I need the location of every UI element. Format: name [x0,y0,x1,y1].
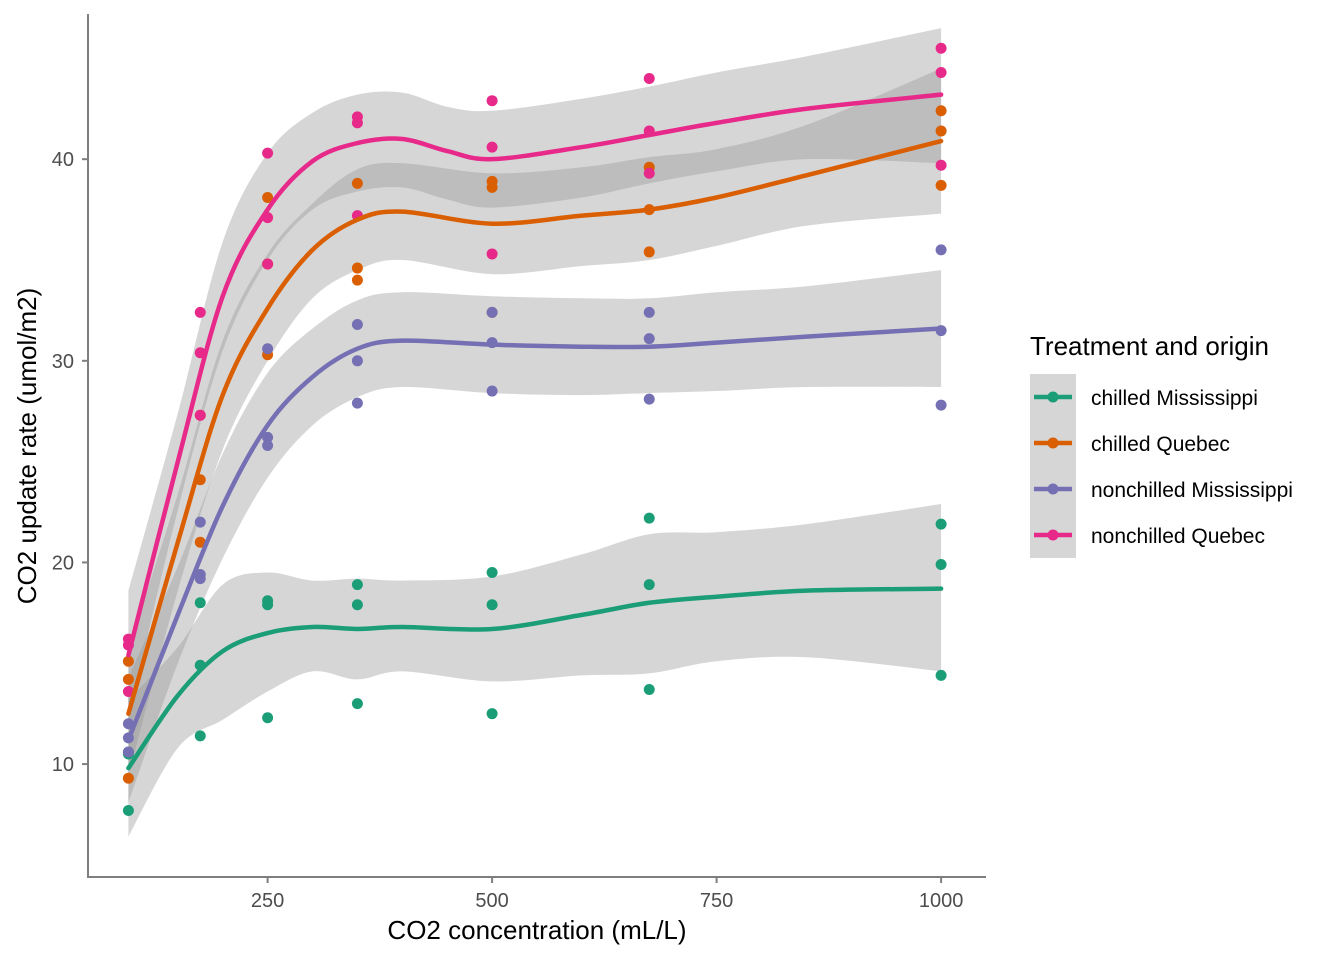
data-point-nonchilled-quebec [194,306,206,318]
data-point-nonchilled-mississippi [351,319,363,331]
smooth-lines [126,92,944,771]
data-point-chilled-quebec [643,246,655,258]
data-point-chilled-mississippi [935,669,947,681]
data-point-chilled-mississippi [486,599,498,611]
data-points [122,42,947,816]
legend-item-nonchilled-quebec: nonchilled Quebec [1030,512,1265,558]
data-point-nonchilled-quebec [122,686,134,697]
data-point-nonchilled-mississippi [122,746,134,758]
legend-key-point [1047,529,1059,541]
data-point-nonchilled-mississippi [486,385,498,397]
data-point-nonchilled-mississippi [351,397,363,409]
data-point-nonchilled-mississippi [935,399,947,411]
legend: Treatment and origin chilled Mississippi… [1030,331,1293,558]
x-tick-label: 500 [475,890,508,912]
smooth-line-chilled-mississippi [126,586,944,771]
data-point-nonchilled-mississippi [262,440,274,451]
data-point-nonchilled-mississippi [194,573,206,585]
legend-item-nonchilled-mississippi: nonchilled Mississippi [1030,466,1293,512]
data-point-nonchilled-quebec [643,73,655,85]
confidence-band-chilled-mississippi [128,503,942,837]
legend-key-point [1047,391,1059,403]
x-axis-title: CO2 concentration (mL/L) [387,915,686,945]
data-point-chilled-mississippi [643,579,655,591]
data-point-chilled-quebec [351,262,363,274]
legend-label: chilled Mississippi [1091,387,1258,410]
data-point-nonchilled-mississippi [262,431,274,443]
y-tick-label: 40 [52,149,74,171]
data-point-nonchilled-quebec [351,117,363,129]
legend-label: chilled Quebec [1091,433,1230,456]
x-axis-ticks: 250 500 750 1000 [251,877,963,912]
data-point-nonchilled-quebec [486,248,498,260]
data-point-chilled-quebec [935,125,947,137]
y-tick-label: 20 [52,552,74,574]
y-tick-label: 10 [52,754,74,776]
data-point-chilled-quebec [122,772,134,784]
data-point-chilled-quebec [935,105,947,117]
data-point-nonchilled-quebec [935,159,947,171]
legend-item-chilled-quebec: chilled Quebec [1030,420,1230,466]
data-point-chilled-quebec [122,673,134,685]
legend-key-point [1047,483,1059,495]
data-point-chilled-quebec [351,274,363,286]
data-point-chilled-quebec [935,179,947,191]
legend-key-point [1047,437,1059,449]
data-point-chilled-mississippi [935,558,947,570]
smooth-line-chilled-quebec [126,138,944,716]
legend-title: Treatment and origin [1030,331,1269,361]
data-point-chilled-quebec [486,181,498,193]
data-point-chilled-mississippi [351,599,363,611]
data-point-nonchilled-quebec [262,147,274,159]
x-tick-label: 1000 [919,890,964,912]
x-tick-label: 750 [700,890,733,912]
data-point-chilled-mississippi [935,518,947,530]
data-point-nonchilled-quebec [486,141,498,153]
data-point-chilled-mississippi [194,597,206,609]
smooth-line-nonchilled-quebec [126,92,944,658]
data-point-chilled-mississippi [351,579,363,591]
data-point-nonchilled-mississippi [643,306,655,318]
legend-label: nonchilled Mississippi [1091,479,1293,502]
confidence-band-chilled-quebec [128,68,942,777]
data-point-nonchilled-mississippi [935,244,947,256]
data-point-chilled-mississippi [486,708,498,720]
legend-item-chilled-mississippi: chilled Mississippi [1030,374,1258,420]
data-point-nonchilled-quebec [643,167,655,179]
data-point-nonchilled-quebec [935,66,947,78]
y-axis-ticks: 10 20 30 40 [52,149,88,776]
data-point-nonchilled-mississippi [194,516,206,528]
confidence-band-nonchilled-mississippi [128,270,942,803]
data-point-nonchilled-quebec [935,42,947,54]
data-point-nonchilled-mississippi [351,355,363,367]
data-point-nonchilled-mississippi [643,333,655,345]
data-point-chilled-mississippi [486,567,498,579]
confidence-band-nonchilled-quebec [128,28,942,718]
data-point-nonchilled-quebec [262,258,274,270]
data-point-nonchilled-mississippi [643,393,655,405]
y-axis-title: CO2 update rate (umol/m2) [12,288,42,604]
data-point-nonchilled-mississippi [262,343,274,355]
smooth-line-nonchilled-mississippi [126,326,944,743]
data-point-chilled-quebec [194,536,206,548]
data-point-chilled-quebec [262,191,274,203]
data-point-nonchilled-quebec [486,95,498,107]
confidence-bands [128,28,942,837]
data-point-chilled-mississippi [351,698,363,710]
legend-label: nonchilled Quebec [1091,525,1265,548]
data-point-nonchilled-mississippi [486,306,498,318]
data-point-chilled-mississippi [194,730,206,742]
data-point-nonchilled-quebec [194,409,206,421]
data-point-nonchilled-mississippi [122,718,134,730]
data-point-chilled-mississippi [643,512,655,524]
data-point-chilled-quebec [351,177,363,189]
y-tick-label: 30 [52,351,74,373]
data-point-chilled-mississippi [643,683,655,695]
data-point-chilled-mississippi [262,712,274,724]
x-tick-label: 250 [251,890,284,912]
data-point-chilled-mississippi [262,599,274,611]
data-point-chilled-mississippi [122,804,134,816]
data-point-chilled-quebec [122,655,134,667]
